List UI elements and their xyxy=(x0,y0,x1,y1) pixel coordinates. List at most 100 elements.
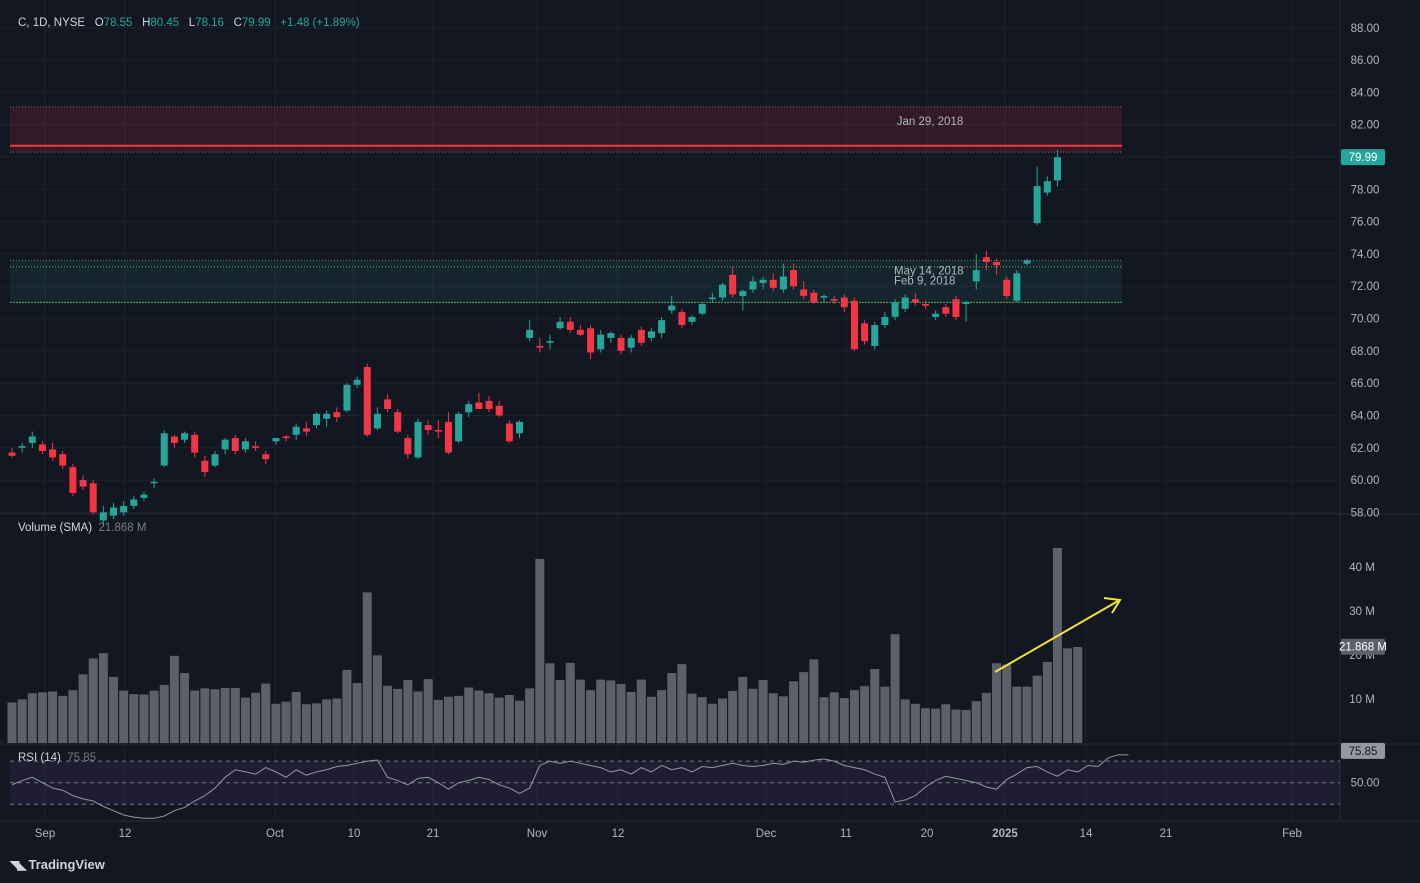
rsi-badge: 75.85 xyxy=(1349,746,1378,758)
candle-body xyxy=(861,323,869,342)
tradingview-logo[interactable]: ◥◣ TradingView xyxy=(10,857,105,872)
volume-bar xyxy=(119,690,129,743)
volume-bar xyxy=(58,695,68,743)
candle-body xyxy=(59,454,67,466)
volume-bar xyxy=(819,697,829,743)
rsi-badge-bg xyxy=(1341,742,1385,759)
candle-body xyxy=(1053,157,1061,181)
volume-bar xyxy=(383,685,393,743)
volume-pane-header[interactable]: Volume (SMA) 21.868 M xyxy=(18,522,146,534)
symbol-label[interactable]: C, 1D, NYSE xyxy=(18,17,86,29)
candle-body xyxy=(140,494,148,498)
volume-bar xyxy=(413,691,423,743)
candle-body xyxy=(516,421,523,434)
volume-bar xyxy=(616,683,626,743)
time-tick-label: 11 xyxy=(840,828,852,840)
open-label: O xyxy=(94,17,104,29)
open-value: 78.55 xyxy=(103,17,133,29)
price-tick-label: 70.00 xyxy=(1351,314,1380,326)
rsi-value: 75.85 xyxy=(67,752,96,764)
candle-body xyxy=(28,436,36,443)
volume-bar xyxy=(403,680,413,743)
candle-body xyxy=(292,426,300,435)
time-tick-label: 21 xyxy=(427,828,440,840)
candle-body xyxy=(1033,186,1041,224)
resistance-zone xyxy=(10,106,1122,153)
trend-arrow xyxy=(994,600,1119,673)
candle-body xyxy=(302,428,310,432)
low-value: 78.16 xyxy=(195,17,224,29)
candle-body xyxy=(587,328,595,353)
candle-body xyxy=(120,505,128,513)
time-tick-label: Nov xyxy=(527,828,548,840)
candle-body xyxy=(922,304,929,306)
candle-body xyxy=(444,421,452,453)
price-tick-label: 60.00 xyxy=(1351,475,1380,487)
candle-body xyxy=(465,404,473,413)
candle-body xyxy=(181,433,189,440)
volume-bar xyxy=(1042,661,1052,743)
brand-label: TradingView xyxy=(28,857,105,872)
volume-bar xyxy=(900,699,910,743)
volume-bar xyxy=(555,680,565,743)
volume-bar xyxy=(890,634,900,743)
candle-body xyxy=(485,400,493,409)
volume-bar xyxy=(88,658,98,743)
volume-bar xyxy=(393,688,403,743)
volume-bar xyxy=(870,669,880,743)
candle-body xyxy=(719,284,726,298)
volume-bar xyxy=(433,699,443,743)
volume-bar xyxy=(98,653,108,743)
volume-bar xyxy=(372,655,382,743)
candle-body xyxy=(150,481,158,484)
candle-body xyxy=(160,433,168,466)
volume-badge-bg xyxy=(1341,638,1385,655)
volume-bar xyxy=(839,698,849,743)
price-tick-label: 88.00 xyxy=(1351,23,1380,35)
candle-body xyxy=(353,379,361,385)
price-tick-label: 66.00 xyxy=(1351,378,1380,390)
volume-bar xyxy=(37,692,47,743)
time-tick-label: 21 xyxy=(1160,828,1173,840)
candle-body xyxy=(455,413,463,442)
candle-body xyxy=(668,305,676,311)
candle-body xyxy=(373,413,381,429)
volume-bar xyxy=(129,694,139,743)
price-tick-label: 72.00 xyxy=(1351,281,1380,293)
volume-bar xyxy=(596,679,606,743)
candle-body xyxy=(282,436,290,439)
candle-body xyxy=(982,257,990,262)
volume-bar xyxy=(981,692,991,743)
candle-body xyxy=(231,438,239,451)
candle-body xyxy=(313,413,320,426)
candle-body xyxy=(241,441,249,450)
candle-body xyxy=(384,399,392,409)
rsi-pane-header[interactable]: RSI (14) 75.85 xyxy=(18,752,96,764)
volume-bar xyxy=(251,692,261,743)
candle-body xyxy=(110,507,117,516)
volume-bar xyxy=(971,701,981,743)
volume-bar xyxy=(1032,675,1042,743)
volume-tick-label: 40 M xyxy=(1349,562,1375,574)
volume-bar xyxy=(220,687,230,743)
price-tick-label: 58.00 xyxy=(1351,507,1380,519)
volume-bar xyxy=(362,592,372,743)
volume-bar xyxy=(941,704,951,743)
rsi-tick-label: 50.00 xyxy=(1351,778,1380,790)
volume-bar xyxy=(17,699,27,743)
resistance-zone-label: Jan 29, 2018 xyxy=(897,116,964,128)
price-tick-label: 74.00 xyxy=(1351,249,1380,261)
volume-bar xyxy=(728,691,738,743)
volume-bar xyxy=(180,672,190,743)
candle-body xyxy=(840,297,848,308)
volume-bar xyxy=(849,690,859,743)
candle-body xyxy=(18,446,26,448)
time-tick-label: Oct xyxy=(266,828,285,840)
candle-body xyxy=(211,454,219,466)
volume-bar xyxy=(291,691,301,743)
low-label: L xyxy=(188,17,196,29)
volume-bar xyxy=(332,698,342,743)
rsi-series xyxy=(10,754,1340,819)
candle-body xyxy=(526,329,534,338)
